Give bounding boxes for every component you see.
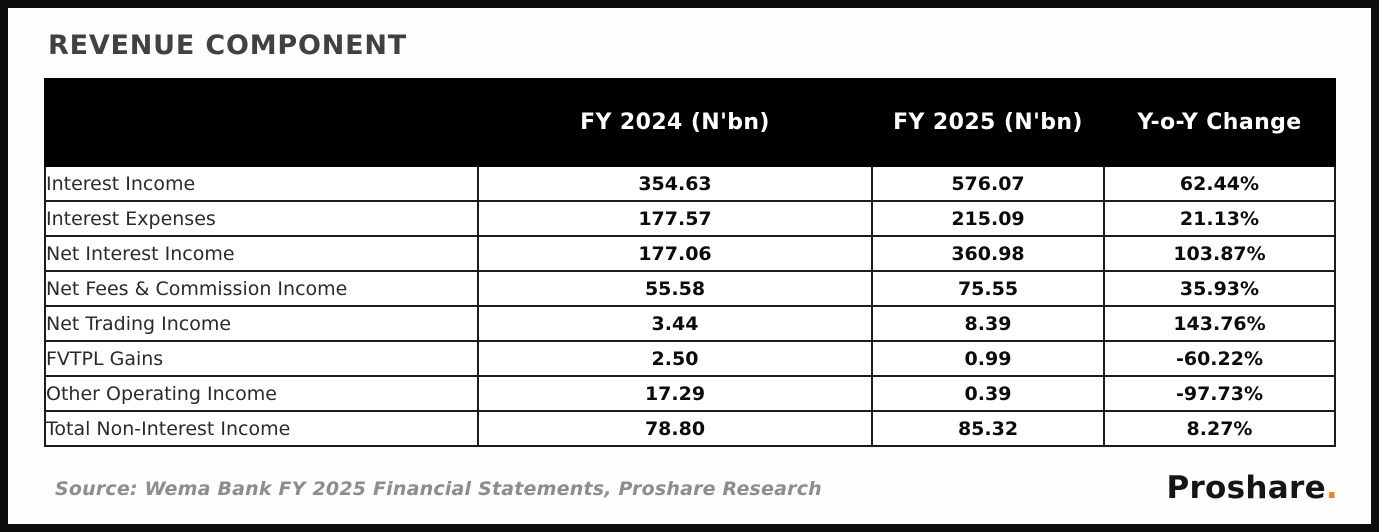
- table-row: Net Trading Income 3.44 8.39 143.76%: [44, 305, 1336, 342]
- fy2025-value: 360.98: [871, 235, 1105, 272]
- column-header-fy2025: FY 2025 (N'bn): [871, 78, 1105, 167]
- fy2025-value: 0.99: [871, 340, 1105, 377]
- yoy-change-value: 35.93%: [1103, 270, 1336, 307]
- table-row: Interest Expenses 177.57 215.09 21.13%: [44, 200, 1336, 237]
- fy2025-value: 75.55: [871, 270, 1105, 307]
- yoy-change-value: 8.27%: [1103, 410, 1336, 447]
- yoy-change-value: 103.87%: [1103, 235, 1336, 272]
- yoy-change-value: -60.22%: [1103, 340, 1336, 377]
- row-label: Interest Expenses: [44, 200, 479, 237]
- table-body: Interest Income 354.63 576.07 62.44% Int…: [44, 165, 1336, 447]
- row-label: Total Non-Interest Income: [44, 410, 479, 447]
- row-label: FVTPL Gains: [44, 340, 479, 377]
- source-text: Source: Wema Bank FY 2025 Financial Stat…: [55, 478, 822, 500]
- row-label: Net Trading Income: [44, 305, 479, 342]
- yoy-change-value: 62.44%: [1103, 165, 1336, 202]
- table-row: Interest Income 354.63 576.07 62.44%: [44, 165, 1336, 202]
- fy2024-value: 177.57: [477, 200, 873, 237]
- table-header-row: FY 2024 (N'bn) FY 2025 (N'bn) Y-o-Y Chan…: [44, 78, 1336, 167]
- row-label: Interest Income: [44, 165, 479, 202]
- table-row: Other Operating Income 17.29 0.39 -97.73…: [44, 375, 1336, 412]
- fy2024-value: 354.63: [477, 165, 873, 202]
- table-row: Net Interest Income 177.06 360.98 103.87…: [44, 235, 1336, 272]
- table-row: Net Fees & Commission Income 55.58 75.55…: [44, 270, 1336, 307]
- fy2024-value: 17.29: [477, 375, 873, 412]
- yoy-change-value: 143.76%: [1103, 305, 1336, 342]
- proshare-logo-text: Proshare: [1166, 470, 1326, 506]
- row-label: Net Interest Income: [44, 235, 479, 272]
- proshare-logo: Proshare.: [1166, 470, 1338, 506]
- column-header-yoy-change: Y-o-Y Change: [1103, 78, 1336, 167]
- row-label: Net Fees & Commission Income: [44, 270, 479, 307]
- proshare-logo-dot: .: [1325, 470, 1338, 506]
- fy2025-value: 85.32: [871, 410, 1105, 447]
- fy2024-value: 55.58: [477, 270, 873, 307]
- fy2024-value: 177.06: [477, 235, 873, 272]
- fy2024-value: 2.50: [477, 340, 873, 377]
- table-row: Total Non-Interest Income 78.80 85.32 8.…: [44, 410, 1336, 447]
- fy2025-value: 0.39: [871, 375, 1105, 412]
- fy2025-value: 576.07: [871, 165, 1105, 202]
- yoy-change-value: 21.13%: [1103, 200, 1336, 237]
- yoy-change-value: -97.73%: [1103, 375, 1336, 412]
- page-title: REVENUE COMPONENT: [48, 30, 407, 61]
- column-header-fy2024: FY 2024 (N'bn): [477, 78, 873, 167]
- table-row: FVTPL Gains 2.50 0.99 -60.22%: [44, 340, 1336, 377]
- row-label: Other Operating Income: [44, 375, 479, 412]
- fy2025-value: 8.39: [871, 305, 1105, 342]
- fy2024-value: 3.44: [477, 305, 873, 342]
- revenue-table: FY 2024 (N'bn) FY 2025 (N'bn) Y-o-Y Chan…: [44, 78, 1336, 447]
- fy2025-value: 215.09: [871, 200, 1105, 237]
- column-header-component: [44, 78, 479, 167]
- fy2024-value: 78.80: [477, 410, 873, 447]
